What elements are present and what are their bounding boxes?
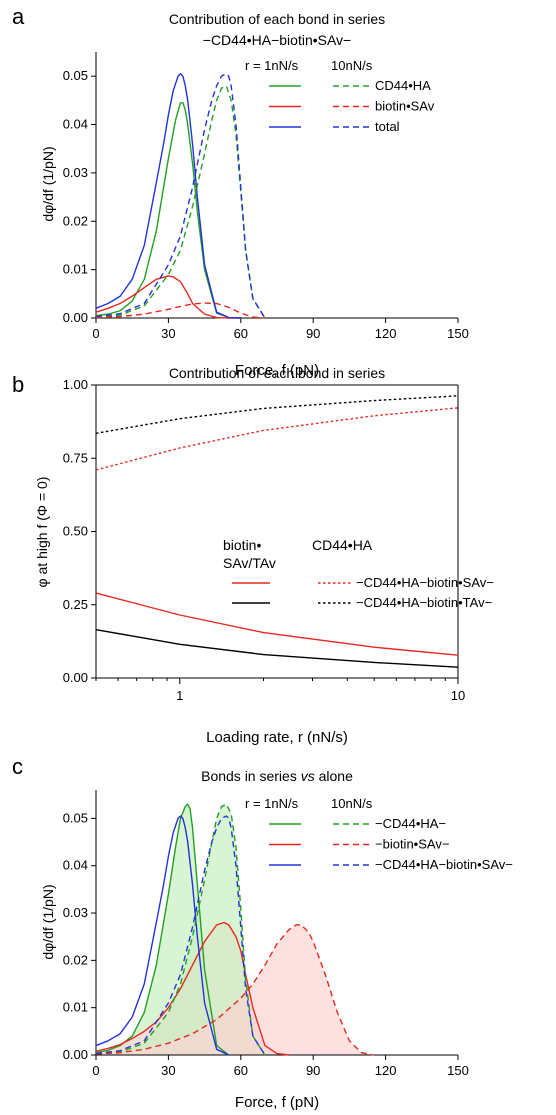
panel-a: a Contribution of each bond in series −C… [12,4,469,379]
panel-c-series-line-4 [95,924,374,1056]
panel-c-ytick-label-2: 0.02 [63,952,88,967]
panel-a-ytick-label-0: 0.00 [63,310,88,325]
panel-b-ytick-label-2: 0.50 [63,524,88,539]
panel-a-series-line-3 [95,85,266,319]
panel-a-ytick-label-1: 0.01 [63,262,88,277]
panel-c-series-line-2 [95,815,230,1056]
panel-c-legend-entry-2: −CD44•HA−biotin•SAv− [375,857,513,872]
panel-b-series-line-3 [95,395,459,435]
panel-b-legend-header-left-1: biotin• [223,537,261,553]
panel-c-letter: c [12,754,23,779]
panel-a-series-line-1 [95,275,241,319]
panel-c-series-fill-3 [96,804,265,1055]
panel-c-xtick-label-4: 120 [375,1063,397,1078]
panel-b-xlabel: Loading rate, r (nN/s) [206,729,348,746]
panel-a-xtick-label-5: 150 [447,326,469,341]
panel-c-ytick-label-5: 0.05 [63,810,88,825]
panel-c-xtick-label-3: 90 [306,1063,320,1078]
panel-b-ytick-label-1: 0.25 [63,597,88,612]
panel-a-ytick-label-5: 0.05 [63,68,88,83]
panel-a-legend-header-right: 10nN/s [331,58,373,73]
panel-c-xtick-label-0: 0 [92,1063,99,1078]
panel-b-legend-entry-1: −CD44•HA−biotin•TAv− [356,595,492,610]
panel-a-xlabel: Force, f (pN) [235,362,319,379]
panel-a-xtick-label-1: 30 [161,326,175,341]
panel-a-xtick-label-4: 120 [375,326,397,341]
panel-c-series-line-1 [95,921,290,1056]
panel-b-ytick-label-3: 0.75 [63,450,88,465]
panel-a-xtick-label-3: 90 [306,326,320,341]
panel-b-letter: b [12,372,24,397]
panel-c-xtick-label-5: 150 [447,1063,469,1078]
panel-c-ytick-label-3: 0.03 [63,905,88,920]
panel-a-legend-entry-0: CD44•HA [375,78,431,93]
panel-c-legend-header-left: r = 1nN/s [245,796,299,811]
panel-b: b Contribution of each bond in series φ … [12,365,494,746]
panel-c-legend-entry-0: −CD44•HA− [375,816,446,831]
panel-c-ylabel: dφ/df (1/pN) [40,884,56,959]
panel-a-legend-entry-1: biotin•SAv [375,99,435,114]
panel-a-letter: a [12,4,25,29]
panel-b-title: Contribution of each bond in series [169,365,385,381]
panel-c-ytick-label-0: 0.00 [63,1047,88,1062]
panel-c-series-fill-4 [96,924,374,1055]
panel-a-series-line-4 [95,302,265,319]
panel-c-ytick-label-4: 0.04 [63,858,88,873]
panel-c-legend-entry-1: −biotin•SAv− [375,837,449,852]
panel-b-series-line-1 [95,628,459,668]
panel-b-ytick-label-0: 0.00 [63,670,88,685]
panel-a-legend-entry-2: total [375,119,400,134]
panel-b-legend-entry-0: −CD44•HA−biotin•SAv− [356,575,494,590]
panel-b-series-line-2 [95,407,459,471]
panel-a-series-line-0 [95,102,241,319]
panel-c-xtick-label-2: 60 [234,1063,248,1078]
panel-a-legend-header-left: r = 1nN/s [245,58,299,73]
panel-c-xtick-label-1: 30 [161,1063,175,1078]
panel-b-series-line-0 [95,592,459,656]
panel-b-ytick-label-4: 1.00 [63,377,88,392]
panel-a-ytick-label-2: 0.02 [63,213,88,228]
panel-b-ylabel: φ at high f (Φ = 0) [34,477,50,588]
panel-c-xlabel: Force, f (pN) [235,1094,319,1111]
panel-a-ylabel: dφ/df (1/pN) [40,146,56,221]
panel-c-series-line-5 [95,815,266,1056]
panel-c-title: Bonds in series vs alone [201,768,353,784]
panel-a-ytick-label-3: 0.03 [63,165,88,180]
panel-a-subtitle: −CD44•HA−biotin•SAv− [203,32,351,48]
panel-a-xtick-label-2: 60 [234,326,248,341]
panel-b-legend-header-left-2: SAv/TAv [223,555,276,571]
panel-a-xtick-label-0: 0 [92,326,99,341]
panel-b-legend-header-right: CD44•HA [312,537,373,553]
panel-c-series-line-0 [95,803,230,1056]
panel-b-xtick-label-0: 1 [176,688,183,703]
panel-a-series-line-5 [95,73,266,319]
panel-a-ytick-label-4: 0.04 [63,117,88,132]
panel-a-title: Contribution of each bond in series [169,11,385,27]
panel-b-xtick-label-1: 10 [451,688,465,703]
panel-c: c Bonds in series vs alone dφ/df (1/pN) … [12,754,513,1111]
panel-c-legend-header-right: 10nN/s [331,796,373,811]
panel-c-ytick-label-1: 0.01 [63,1000,88,1015]
panel-a-series-line-2 [95,73,241,319]
